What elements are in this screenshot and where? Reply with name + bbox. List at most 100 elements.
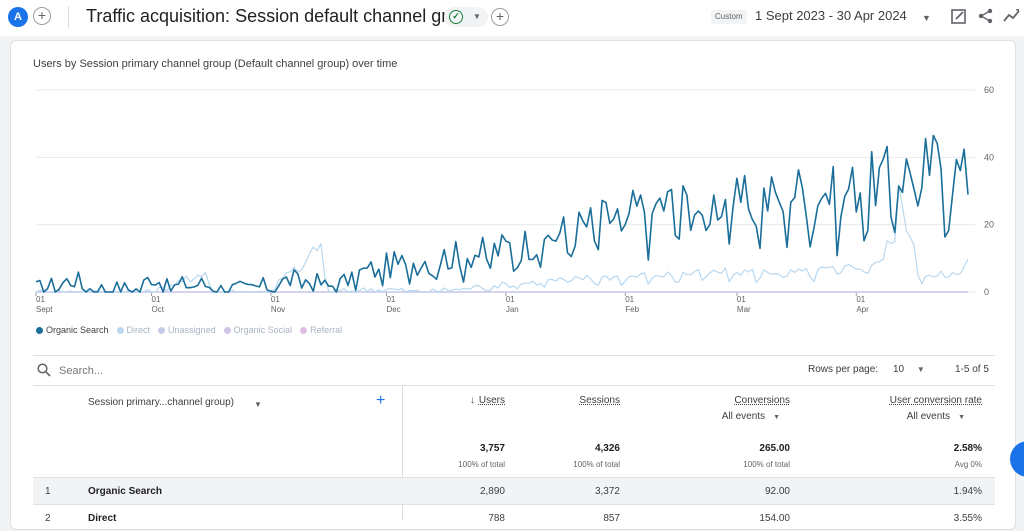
table-toolbar: Rows per page: 10 ▼ 1-5 of 5 (33, 356, 995, 386)
account-avatar[interactable]: A (8, 7, 28, 27)
sessions-column-header[interactable]: Sessions (579, 395, 620, 406)
share-icon[interactable] (977, 7, 995, 25)
search-input[interactable] (59, 362, 359, 380)
insights-icon[interactable] (1003, 7, 1021, 25)
users-total-pct: 100% of total (458, 460, 505, 469)
row-rate: 3.55% (953, 513, 982, 524)
legend-label: Unassigned (168, 325, 216, 335)
x-tick-month: Jan (506, 305, 519, 314)
column-separator (402, 386, 403, 520)
table-row[interactable]: 2 Direct 788 857 154.00 3.55% (33, 504, 995, 531)
dimension-caret-icon[interactable]: ▼ (254, 400, 262, 409)
data-table: Session primary...channel group) ▼ + ↓ Us… (33, 386, 995, 524)
x-tick-day: 01 (36, 295, 45, 304)
divider (33, 385, 995, 386)
sort-down-arrow-icon: ↓ (469, 395, 475, 406)
row-number: 2 (45, 513, 51, 524)
rows-per-page-select[interactable]: 10 ▼ (893, 364, 925, 375)
caret-down-icon: ▼ (916, 365, 925, 374)
sessions-total-pct: 100% of total (573, 460, 620, 469)
conversions-total-pct: 100% of total (743, 460, 790, 469)
conversions-column-header[interactable]: Conversions (734, 395, 790, 406)
legend-dot-icon (158, 326, 166, 334)
column-label: Users (478, 395, 505, 406)
add-filter-icon[interactable]: + (491, 8, 509, 26)
customize-report-icon[interactable] (950, 7, 968, 25)
conversions-event-filter[interactable]: All events ▼ (722, 411, 780, 422)
x-tick-month: Dec (386, 305, 400, 314)
row-users: 788 (488, 513, 505, 524)
legend-item-referral[interactable]: Referral (300, 324, 342, 336)
legend-dot-icon (300, 326, 308, 334)
chart-title: Users by Session primary channel group (… (33, 58, 398, 70)
page-title: Traffic acquisition: Session default cha… (86, 6, 478, 26)
legend-item-organic-social[interactable]: Organic Social (223, 324, 293, 336)
dimension-header[interactable]: Session primary...channel group) (88, 397, 234, 408)
y-tick-label: 0 (984, 287, 989, 297)
custom-date-chip: Custom (711, 10, 747, 24)
legend-label: Organic Social (233, 325, 293, 335)
user-conversion-rate-header[interactable]: User conversion rate (889, 395, 982, 406)
x-tick-month: Sept (36, 305, 53, 314)
y-tick-label: 60 (984, 85, 994, 95)
x-tick-month: Apr (856, 305, 869, 314)
add-comparison-icon[interactable]: + (33, 7, 51, 25)
x-tick-day: 01 (856, 295, 865, 304)
x-tick-day: 01 (625, 295, 634, 304)
x-tick-month: Feb (625, 305, 639, 314)
users-total: 3,757 (479, 443, 505, 454)
row-dimension: Organic Search (88, 486, 162, 497)
row-number: 1 (45, 486, 51, 497)
rate-event-filter[interactable]: All events ▼ (907, 411, 965, 422)
x-tick-month: Oct (152, 305, 165, 314)
legend-item-organic-search[interactable]: Organic Search (36, 324, 109, 336)
rate-total-avg: Avg 0% (954, 460, 982, 469)
check-circle-icon: ✓ (449, 10, 463, 24)
caret-down-icon: ▼ (473, 12, 481, 21)
x-tick-day: 01 (506, 295, 515, 304)
event-filter-label: All events (906, 411, 951, 422)
chart-legend: Organic Search Direct Unassigned Organic… (36, 324, 342, 336)
table-row[interactable]: 1 Organic Search 2,890 3,372 92.00 1.94% (33, 477, 995, 504)
rows-per-page-value: 10 (893, 364, 905, 375)
event-filter-label: All events (721, 411, 766, 422)
rows-per-page-label: Rows per page: (808, 364, 879, 375)
legend-dot-icon (116, 326, 124, 334)
row-sessions: 3,372 (594, 486, 620, 497)
date-range-picker[interactable]: 1 Sept 2023 - 30 Apr 2024 (755, 8, 907, 23)
row-conversions: 92.00 (764, 486, 790, 497)
row-sessions: 857 (603, 513, 620, 524)
y-tick-label: 40 (984, 152, 994, 162)
legend-item-unassigned[interactable]: Unassigned (158, 324, 216, 336)
x-tick-month: Mar (737, 305, 751, 314)
top-bar: A + Traffic acquisition: Session default… (0, 0, 1024, 36)
series-line-organic-search[interactable] (35, 134, 969, 293)
users-column-header[interactable]: ↓ Users (470, 395, 505, 406)
x-tick-day: 01 (386, 295, 395, 304)
search-icon[interactable] (37, 363, 51, 377)
series-line-direct[interactable] (35, 184, 969, 293)
legend-label: Referral (310, 325, 343, 335)
row-rate: 1.94% (953, 486, 982, 497)
x-tick-day: 01 (271, 295, 280, 304)
date-caret-icon[interactable]: ▼ (922, 13, 931, 23)
legend-dot-icon (36, 326, 43, 334)
row-users: 2,890 (479, 486, 505, 497)
legend-item-direct[interactable]: Direct (116, 324, 151, 336)
add-dimension-icon[interactable]: + (376, 392, 386, 409)
legend-label: Direct (126, 325, 151, 335)
legend-label: Organic Search (46, 325, 109, 335)
caret-down-icon: ▼ (958, 414, 965, 421)
assistant-fab-button[interactable] (1010, 441, 1024, 477)
conversions-total: 265.00 (759, 443, 790, 454)
report-status-menu[interactable]: ✓ ▼ (444, 7, 488, 27)
x-tick-day: 01 (152, 295, 161, 304)
x-tick-month: Nov (271, 305, 285, 314)
pagination-range: 1-5 of 5 (955, 364, 989, 375)
divider (68, 6, 69, 28)
x-tick-day: 01 (737, 295, 746, 304)
rate-total: 2.58% (953, 443, 982, 454)
line-chart: 604020001Sept01Oct01Nov01Dec01Jan01Feb01… (35, 85, 994, 314)
row-conversions: 154.00 (759, 513, 790, 524)
caret-down-icon: ▼ (773, 414, 780, 421)
